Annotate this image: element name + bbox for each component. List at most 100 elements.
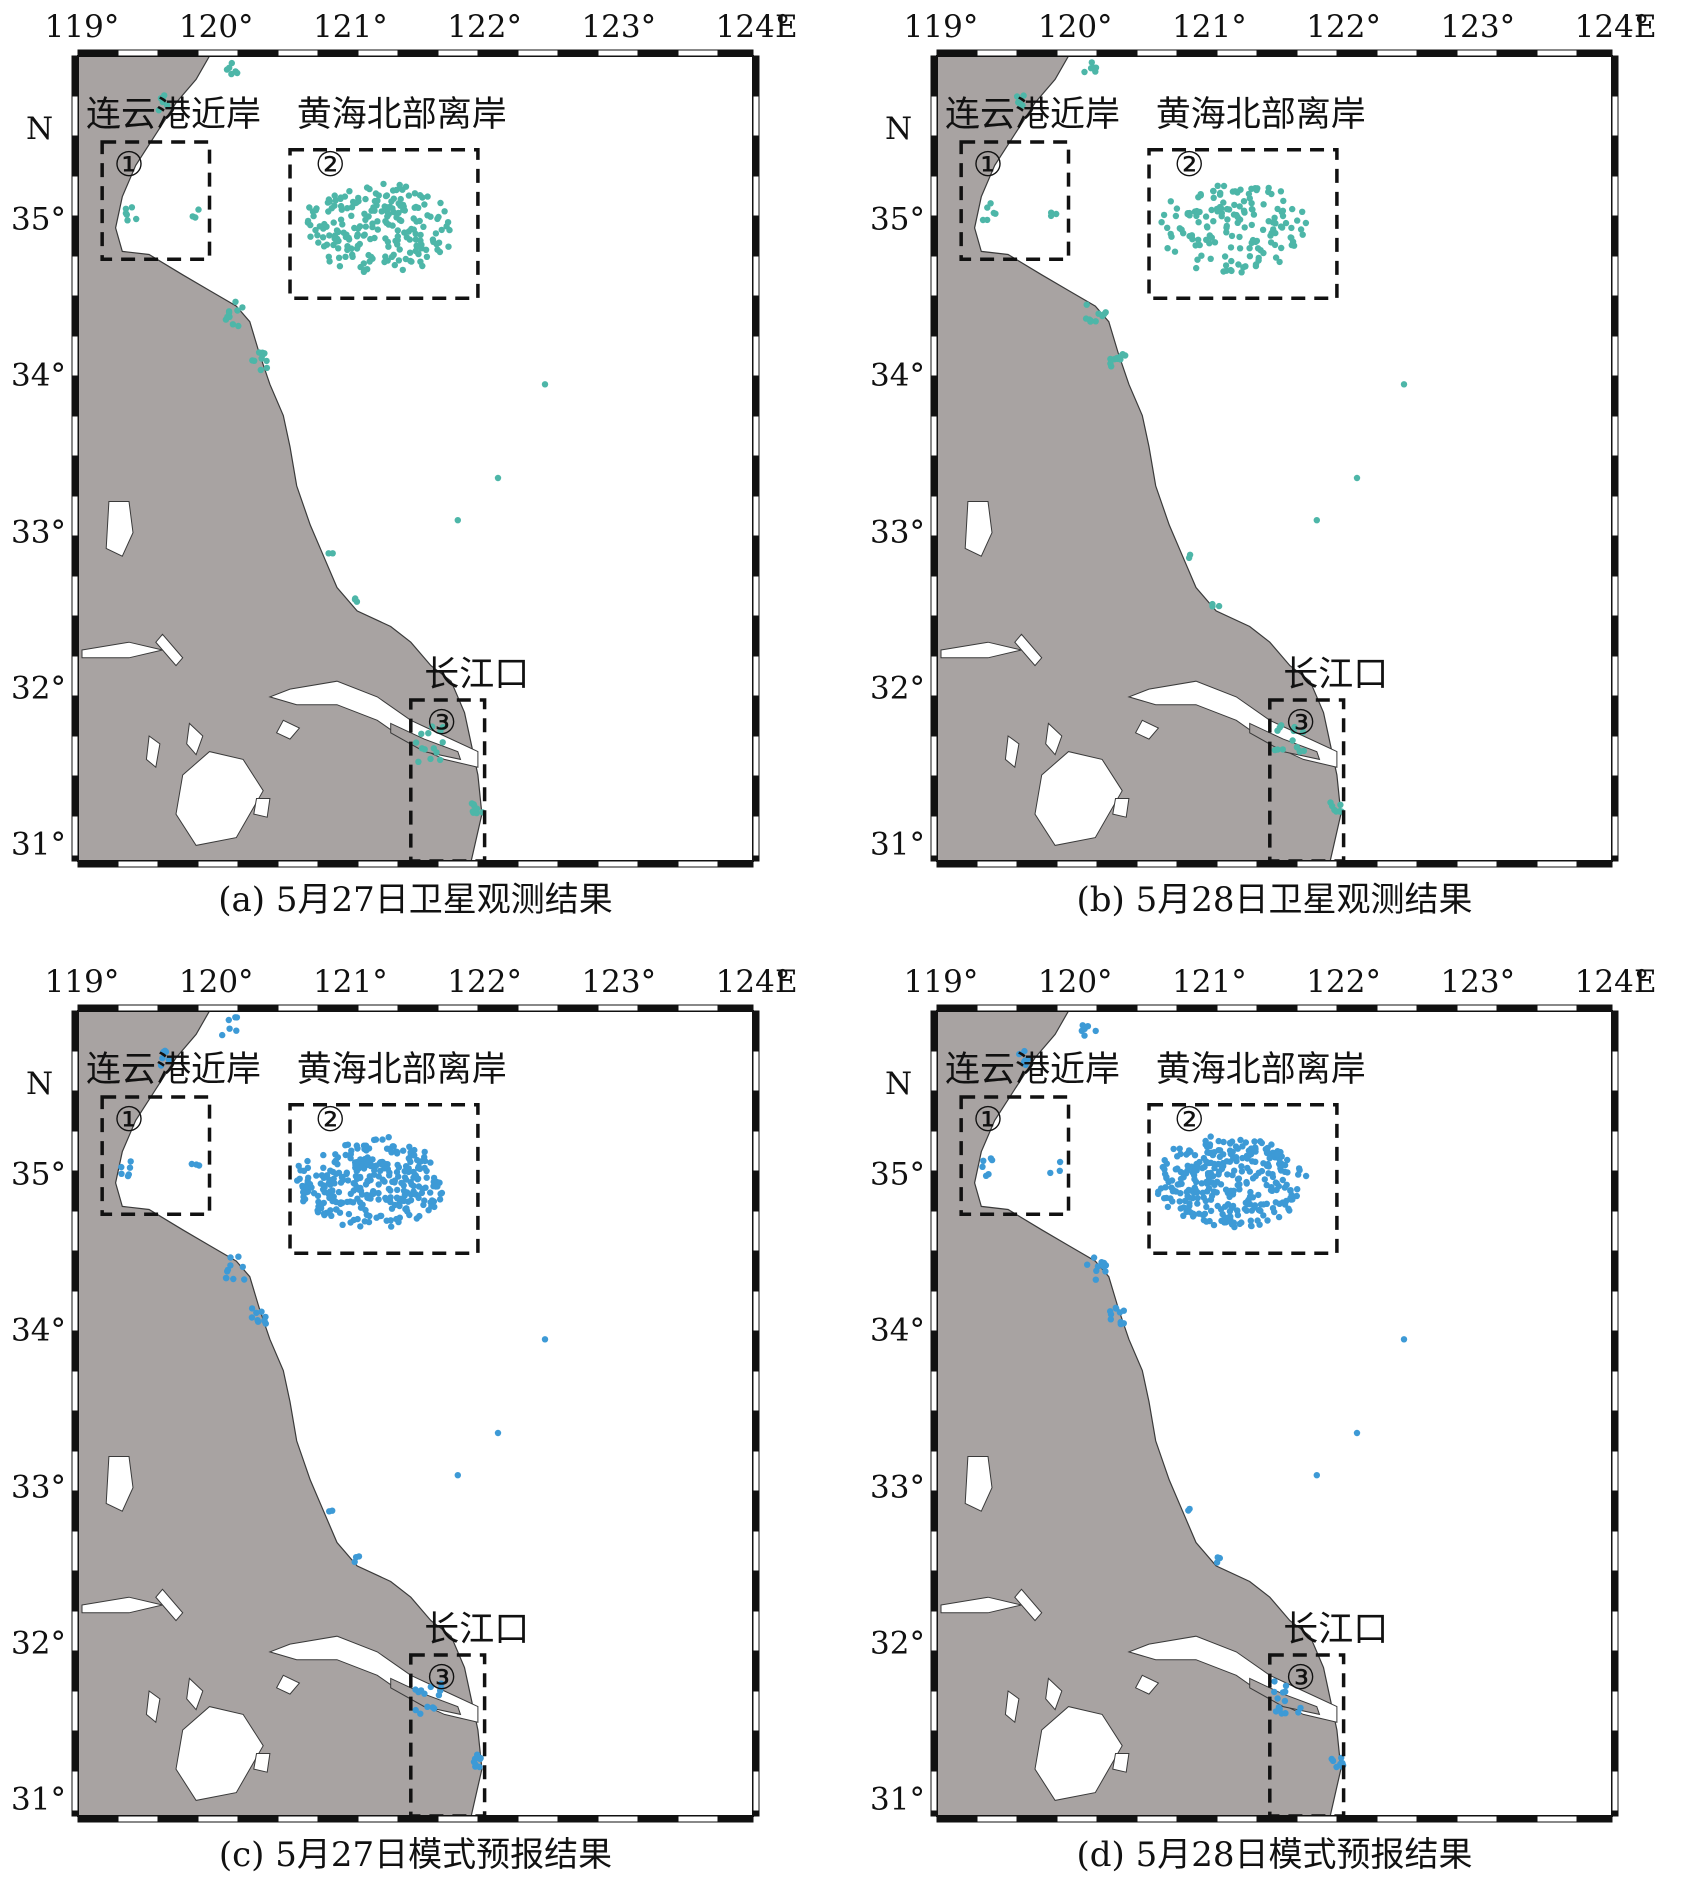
bloom-dot (432, 230, 440, 237)
bloom-dot (1186, 551, 1194, 558)
bloom-dot (316, 223, 323, 230)
bloom-dot (1274, 727, 1281, 734)
bloom-dot (1353, 1429, 1361, 1437)
bloom-dot (345, 1210, 353, 1218)
bloom-dot (1197, 191, 1204, 198)
bloom-dot (1203, 223, 1211, 230)
inland-lake (1045, 1677, 1063, 1711)
bloom-dot (1247, 1188, 1254, 1196)
bloom-dot (1294, 1186, 1301, 1193)
bloom-dot (427, 755, 434, 763)
bloom-dot (396, 1202, 403, 1210)
bloom-dot (227, 1254, 234, 1261)
estuary-island (390, 722, 462, 761)
x-tick-label: 119° (44, 964, 120, 1000)
bloom-dot (349, 253, 356, 260)
bloom-dot (1174, 1181, 1181, 1188)
bloom-dot (335, 245, 342, 252)
bloom-dot (126, 1164, 134, 1171)
bloom-dot (454, 1472, 461, 1479)
bloom-dot (353, 1158, 361, 1166)
bloom-dot (1220, 1151, 1227, 1158)
x-axis-unit: E (1634, 9, 1657, 45)
bloom-dot (328, 1212, 335, 1219)
bloom-dot (263, 364, 271, 372)
inland-lake (145, 735, 161, 769)
x-tick-label: 122° (447, 9, 522, 45)
bloom-dot (396, 246, 403, 253)
bloom-dot (406, 249, 414, 256)
bloom-dot (1210, 218, 1217, 225)
bloom-dot (1302, 1172, 1310, 1180)
bloom-dot (157, 1062, 165, 1069)
x-axis-unit: E (1634, 964, 1657, 1000)
bloom-dot (1286, 1207, 1293, 1214)
bloom-dot (1282, 1682, 1290, 1689)
map-canvas (71, 1004, 760, 1823)
bloom-dot (362, 216, 369, 223)
bloom-dot (1257, 247, 1264, 254)
bloom-dot (384, 213, 391, 220)
bloom-dot (366, 185, 373, 193)
bloom-dot (406, 1143, 413, 1150)
bloom-dot (435, 213, 442, 221)
bloom-dot (1215, 1137, 1222, 1145)
map-frame (71, 1004, 760, 1823)
bloom-dot (1269, 1171, 1276, 1178)
region-marker-r2: ② (1174, 145, 1205, 186)
bloom-dot (1295, 1165, 1303, 1172)
bloom-dot (1207, 1207, 1215, 1215)
bloom-dot (414, 1164, 422, 1172)
bloom-dot (378, 208, 385, 215)
bloom-dot (1271, 1688, 1278, 1696)
bloom-dot (1205, 1159, 1213, 1167)
bloom-dot (370, 204, 377, 211)
x-tick-label: 120° (178, 9, 254, 45)
y-tick-label: 33° (870, 514, 925, 551)
bloom-dot (992, 210, 999, 217)
x-tick-label: 119° (903, 964, 979, 1000)
bloom-dot (1248, 200, 1255, 207)
bloom-dot (1176, 1145, 1183, 1152)
bloom-dot (421, 1148, 428, 1156)
bloom-dot (1252, 261, 1260, 268)
bloom-dot (411, 1152, 418, 1159)
bloom-dot (314, 1192, 322, 1200)
bloom-dot (1092, 1027, 1099, 1035)
x-axis-unit: E (775, 9, 798, 45)
bloom-dot (1242, 1139, 1249, 1146)
bloom-dot (263, 357, 270, 365)
bloom-dot (1082, 315, 1090, 322)
bloom-dot (1180, 1212, 1187, 1219)
y-tick-label: 32° (870, 670, 925, 707)
bloom-dot (1278, 208, 1285, 216)
bloom-dot (1210, 1188, 1218, 1195)
bloom-dot (223, 1274, 230, 1282)
bloom-dot (1088, 59, 1095, 66)
bloom-dot (1194, 1194, 1201, 1202)
bloom-dot (334, 1161, 341, 1168)
bloom-dot (1337, 801, 1344, 808)
x-tick-label: 123° (581, 9, 657, 45)
y-tick-label: 34° (11, 357, 66, 394)
bloom-dot (324, 199, 332, 206)
x-tick-label: 122° (447, 964, 522, 1000)
bloom-dot (1329, 1757, 1337, 1765)
bloom-dot (417, 231, 424, 239)
bloom-dot (374, 218, 381, 225)
bloom-dot (344, 1198, 351, 1206)
bloom-dot (421, 746, 428, 753)
bloom-dot (118, 1170, 125, 1177)
bloom-dot (1168, 233, 1175, 240)
bloom-dot (421, 1153, 428, 1161)
bloom-dot (333, 1206, 340, 1213)
bloom-dot (380, 180, 387, 188)
bloom-dot (1238, 1168, 1246, 1175)
bloom-dot (1257, 1201, 1265, 1208)
region-marker-r2: ② (315, 145, 346, 186)
bloom-dot (122, 205, 130, 212)
bloom-dot (494, 1429, 502, 1437)
bloom-dot (1271, 241, 1279, 249)
inland-lake (81, 641, 163, 659)
bloom-dot (454, 517, 461, 524)
